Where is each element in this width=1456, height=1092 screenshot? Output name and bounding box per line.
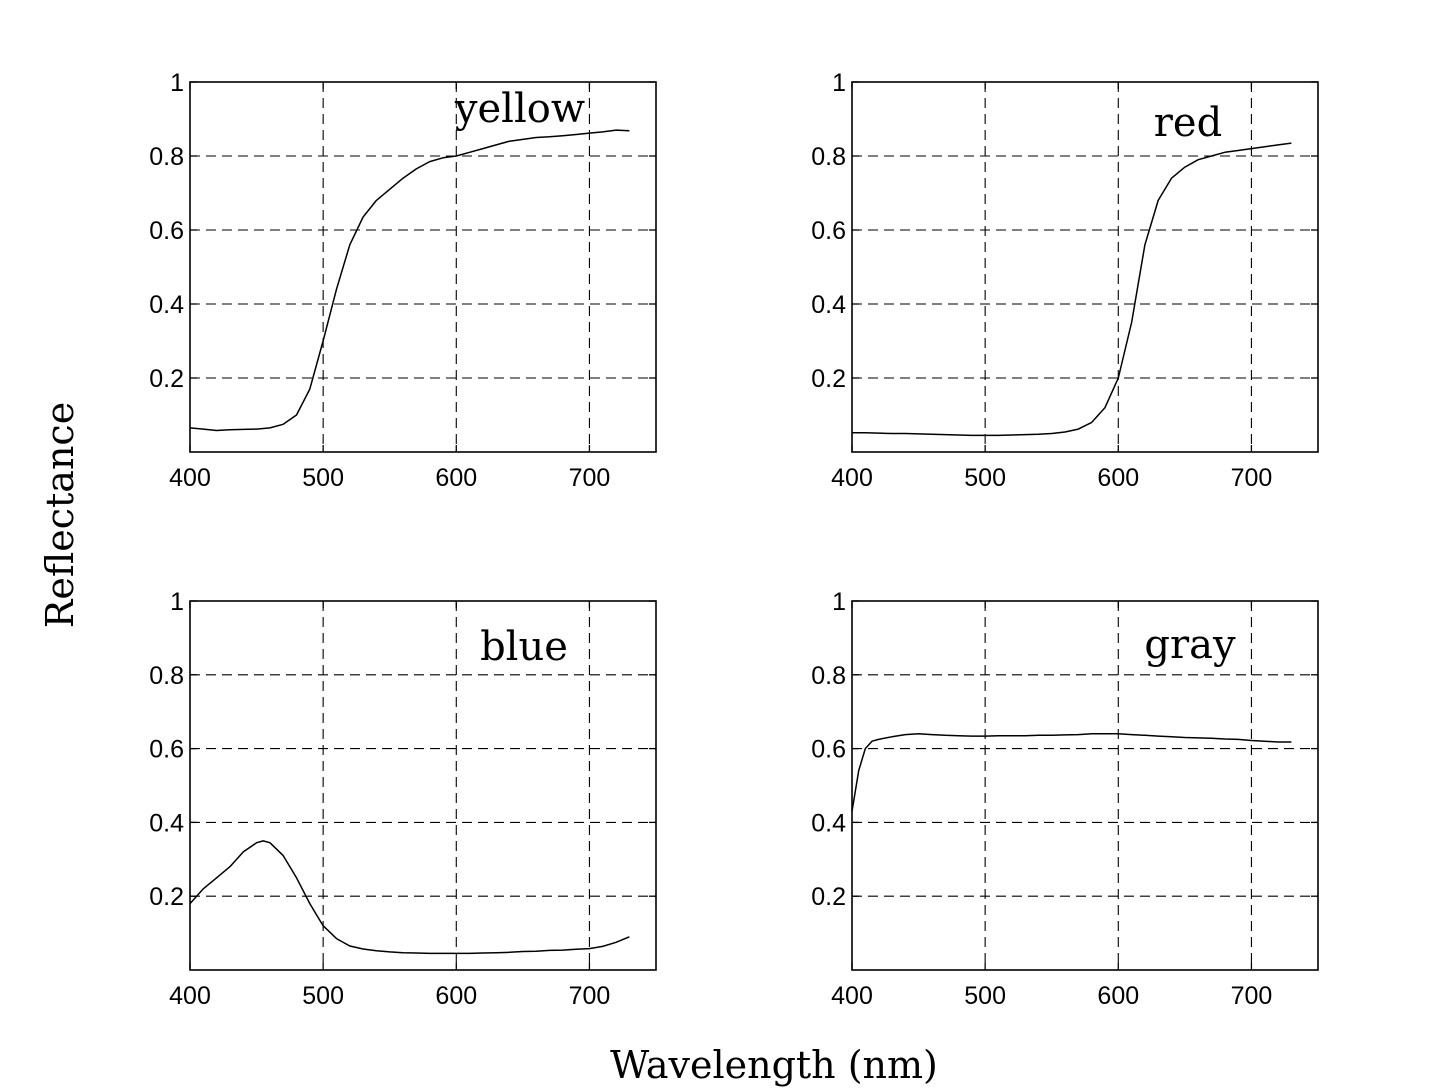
y-tick-label: 1 (170, 69, 184, 97)
y-tick-label: 0.6 (149, 217, 184, 245)
y-tick-label: 1 (832, 69, 846, 97)
y-tick-label: 0.8 (149, 662, 184, 690)
x-tick-label: 400 (169, 464, 211, 492)
reflectance-curve-yellow (189, 129, 630, 432)
x-tick-label: 400 (169, 982, 211, 1010)
x-tick-label: 700 (1231, 464, 1273, 492)
y-tick-label: 0.6 (149, 736, 184, 764)
panel-label-blue: blue (480, 624, 568, 670)
y-tick-label: 0.8 (811, 662, 846, 690)
x-tick-label: 500 (302, 464, 344, 492)
x-tick-label: 700 (569, 982, 611, 1010)
y-tick-label: 1 (170, 588, 184, 616)
y-tick-label: 0.8 (149, 143, 184, 171)
y-tick-label: 1 (832, 588, 846, 616)
panel-red: 400 500 600 700 0.2 0.4 0.6 0.8 1 red (811, 69, 1319, 492)
y-tick-label: 0.8 (811, 143, 846, 171)
y-tick-label: 0.4 (149, 809, 184, 837)
x-tick-label: 700 (569, 464, 611, 492)
x-tick-label: 600 (1097, 982, 1139, 1010)
y-tick-label: 0.2 (149, 365, 184, 393)
panel-gray: 400 500 600 700 0.2 0.4 0.6 0.8 1 gray (811, 588, 1319, 1010)
plot-frame (851, 81, 1319, 453)
panel-label-red: red (1154, 100, 1222, 146)
x-axis-title: Wavelength (nm) (610, 1043, 938, 1087)
y-tick-label: 0.6 (811, 736, 846, 764)
panel-label-yellow: yellow (454, 86, 585, 132)
x-tick-label: 400 (831, 464, 873, 492)
reflectance-curve-blue (189, 840, 630, 955)
x-tick-label: 500 (964, 982, 1006, 1010)
x-tick-label: 600 (1097, 464, 1139, 492)
y-tick-label: 0.4 (811, 291, 846, 319)
y-tick-label: 0.2 (149, 883, 184, 911)
panel-label-gray: gray (1144, 622, 1236, 668)
x-tick-label: 600 (435, 982, 477, 1010)
y-tick-label: 0.4 (811, 809, 846, 837)
x-tick-label: 600 (435, 464, 477, 492)
x-tick-label: 400 (831, 982, 873, 1010)
panel-yellow: 400 500 600 700 0.2 0.4 0.6 0.8 1 yellow (149, 69, 657, 492)
panel-blue: 400 500 600 700 0.2 0.4 0.6 0.8 1 blue (149, 588, 657, 1010)
y-tick-label: 0.2 (811, 365, 846, 393)
x-tick-label: 500 (964, 464, 1006, 492)
reflectance-curve-red (852, 142, 1292, 437)
y-tick-label: 0.6 (811, 217, 846, 245)
x-tick-label: 500 (302, 982, 344, 1010)
reflectance-curve-gray (851, 733, 1292, 812)
y-tick-label: 0.2 (811, 883, 846, 911)
plot-frame (189, 81, 657, 453)
x-tick-label: 700 (1231, 982, 1273, 1010)
y-axis-title: Reflectance (38, 402, 82, 628)
plot-frame (189, 600, 657, 971)
plot-frame (851, 600, 1319, 971)
y-tick-label: 0.4 (149, 291, 184, 319)
